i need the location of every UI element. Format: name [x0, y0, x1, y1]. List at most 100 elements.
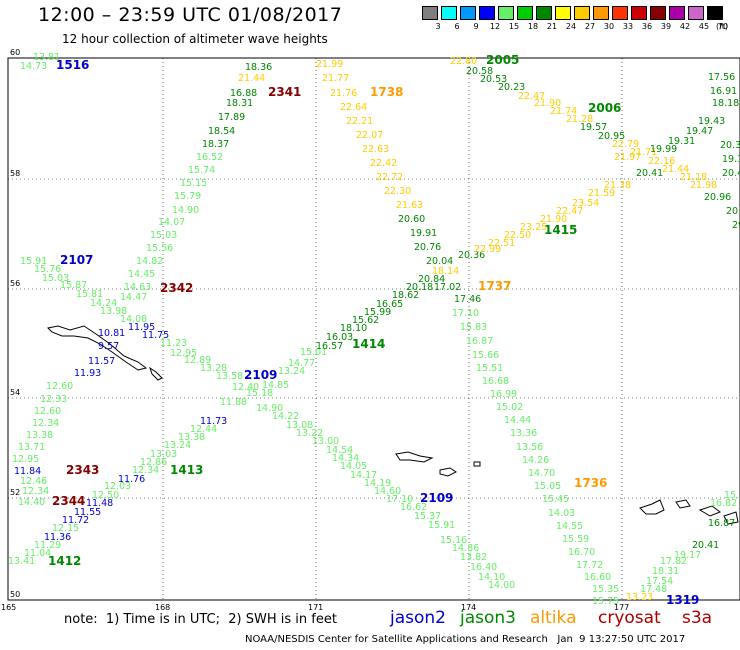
wave-height-label: 15.01 [300, 347, 327, 358]
wave-height-label: 20.04 [426, 256, 453, 267]
wave-height-label: 14.54 [326, 445, 353, 456]
wave-height-label: 14.55 [556, 521, 583, 532]
wave-height-label: 17.54 [646, 576, 673, 587]
wave-height-label: 19.17 [674, 550, 701, 561]
wave-height-label: 16.60 [584, 572, 611, 583]
wave-height-label: 14.19 [364, 478, 391, 489]
wave-height-label: 17.82 [660, 556, 687, 567]
wave-height-label: 13.03 [150, 449, 177, 460]
wave-height-label: 13.00 [312, 436, 339, 447]
wave-height-label: 11.95 [128, 322, 155, 333]
wave-height-label: 21.99 [316, 59, 343, 70]
wave-height-label: 17.10 [452, 308, 479, 319]
wave-height-label: 22.16 [648, 156, 675, 167]
wave-height-label: 17.10 [386, 494, 413, 505]
wave-height-label: 11.72 [62, 515, 89, 526]
color-swatch-label: 27 [584, 22, 596, 31]
wave-height-label: 14.22 [272, 411, 299, 422]
pass-time-label: 1413 [170, 463, 203, 477]
wave-height-label: 16.87 [466, 336, 493, 347]
wave-height-label: 13.38 [26, 430, 53, 441]
color-swatch-label: 45 [698, 22, 710, 31]
wave-height-label: 18.31 [652, 566, 679, 577]
wave-height-label: 15.56 [146, 243, 173, 254]
map-title: 12:00 – 23:59 UTC 01/08/2017 [38, 4, 343, 26]
wave-height-label: 11.04 [24, 548, 51, 559]
color-swatch-label: 9 [473, 22, 479, 31]
wave-height-label: 19.31 [668, 136, 695, 147]
wave-height-label: 15.91 [20, 256, 47, 267]
wave-height-label: 14.44 [504, 415, 531, 426]
latitude-tick-label: 56 [10, 279, 20, 288]
color-swatch-label: 15 [508, 22, 520, 31]
color-swatch-label: 36 [641, 22, 653, 31]
wave-height-label: 15.81 [76, 289, 103, 300]
color-swatch-label: 18 [527, 22, 539, 31]
wave-height-label: 20.4 [722, 168, 740, 179]
wave-height-label: 11.73 [200, 416, 227, 427]
color-swatch [422, 6, 438, 20]
wave-height-label: 20.58 [466, 66, 493, 77]
wave-height-label: 12.40 [232, 382, 259, 393]
pass-time-label: 2342 [160, 281, 193, 295]
wave-height-label: 12.46 [20, 476, 47, 487]
wave-height-label: 18.18 [712, 98, 739, 109]
longitude-tick-label: 177 [614, 603, 629, 612]
wave-height-label: 14.85 [262, 380, 289, 391]
wave-height-label: 13.82 [460, 552, 487, 563]
color-swatch [688, 6, 704, 20]
wave-height-label: 21.44 [662, 164, 689, 175]
pass-time-label: 1319 [666, 593, 699, 607]
wave-height-label: 13.24 [278, 366, 305, 377]
wave-height-label: 29 [732, 220, 740, 231]
latitude-tick-label: 50 [10, 590, 20, 599]
wave-height-label: 12.44 [190, 424, 217, 435]
color-swatch-label: 39 [660, 22, 672, 31]
wave-height-label: 14.77 [288, 358, 315, 369]
wave-height-label: 21.59 [588, 188, 615, 199]
wave-height-label: 16.57 [316, 341, 343, 352]
wave-height-label: 13.58 [216, 371, 243, 382]
pass-time-label: 2344 [52, 494, 85, 508]
wave-height-label: 20.3 [720, 140, 740, 151]
color-swatch [669, 6, 685, 20]
wave-height-label: 11.84 [14, 466, 41, 477]
map-subtitle: 12 hour collection of altimeter wave hei… [62, 32, 328, 46]
longitude-tick-label: 165 [1, 603, 16, 612]
color-swatch-label: 70 [717, 22, 729, 31]
wave-height-label: 13.98 [100, 306, 127, 317]
wave-height-label: 17.46 [454, 294, 481, 305]
coastline-rat-islands [639, 499, 739, 525]
wave-height-label: 14.00 [488, 580, 515, 591]
wave-height-label: 20.84 [418, 274, 445, 285]
wave-height-label: 20.18 [406, 282, 433, 293]
wave-height-label: 15.51 [476, 363, 503, 374]
color-swatch [479, 6, 495, 20]
longitude-tick-label: 174 [461, 603, 476, 612]
wave-height-label: 21.90 [540, 214, 567, 225]
pass-time-label: 2005 [486, 53, 519, 67]
wave-height-label: 22.47 [518, 91, 545, 102]
wave-height-label: 21.71 [630, 147, 657, 158]
pass-time-label: 1412 [48, 554, 81, 568]
wave-height-label: 16.99 [490, 389, 517, 400]
wave-height-label: 12.86 [140, 457, 167, 468]
wave-height-label: 13.08 [286, 420, 313, 431]
wave-height-label: 15.18 [246, 388, 273, 399]
wave-height-label: 21.97 [614, 152, 641, 163]
wave-height-label: 20 [726, 206, 738, 217]
wave-height-label: 15.79 [174, 191, 201, 202]
wave-height-label: 21.98 [690, 180, 717, 191]
wave-height-label: 15.59 [562, 534, 589, 545]
wave-height-label: 11.88 [220, 397, 247, 408]
wave-height-label: 11.93 [74, 368, 101, 379]
wave-height-label: 12.95 [12, 454, 39, 465]
wave-height-label: 17.56 [708, 72, 735, 83]
wave-height-label: 12.50 [92, 490, 119, 501]
wave-height-label: 15.74 [188, 165, 215, 176]
pass-time-label: 1415 [544, 223, 577, 237]
wave-height-label: 13.41 [8, 556, 35, 567]
pass-time-label: 1736 [574, 476, 607, 490]
wave-height-label: 14.86 [452, 543, 479, 554]
